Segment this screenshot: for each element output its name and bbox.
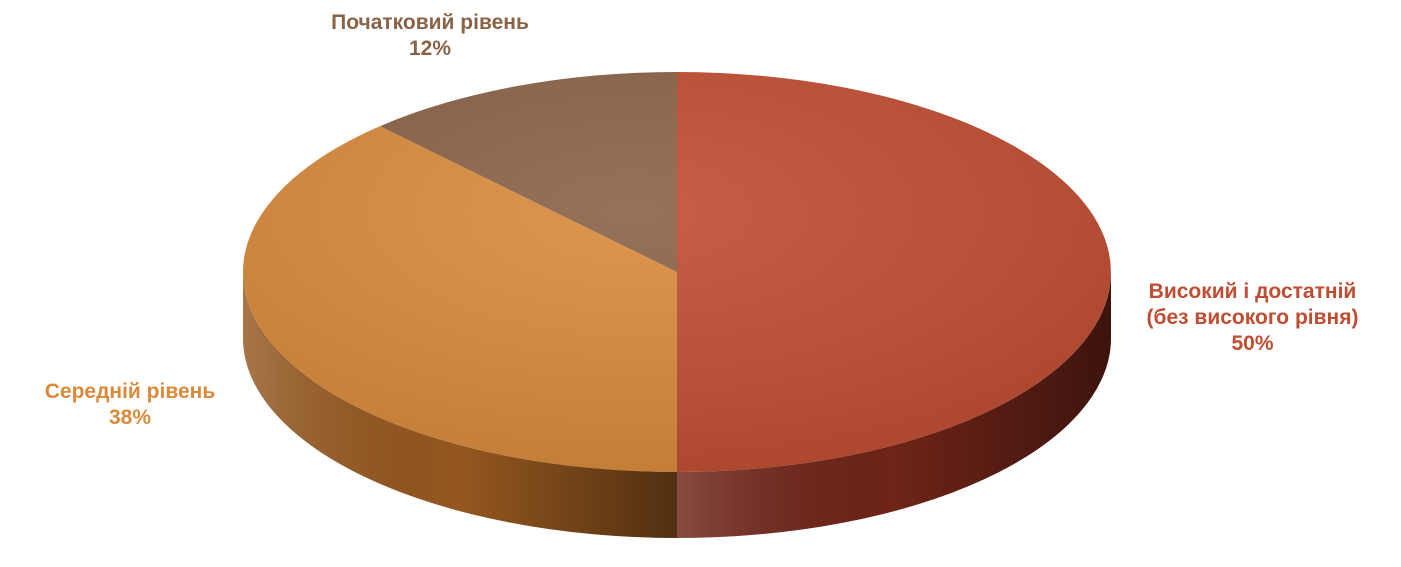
- slice-value-initial: 12%: [408, 37, 452, 60]
- slice-value-medium: 38%: [108, 406, 152, 429]
- pie-top-shading: [243, 72, 1111, 472]
- slice-label-initial: Початковий рівень 12%: [270, 10, 590, 62]
- slice-label-high-line-2: (без високого рівня): [1146, 306, 1359, 329]
- slice-value-high: 50%: [1231, 332, 1274, 355]
- slice-label-high-line-1: Високий і достатній: [1148, 280, 1357, 303]
- slice-label-medium: Середній рівень 38%: [10, 379, 250, 431]
- slice-label-initial-line-1: Початковий рівень: [331, 11, 529, 34]
- slice-side-shade-high: [677, 272, 1111, 538]
- slice-label-high: Високий і достатній (без високого рівня)…: [1110, 279, 1395, 357]
- slice-label-medium-line-1: Середній рівень: [44, 380, 216, 403]
- slice-side-shade-medium: [243, 272, 677, 538]
- pie-shading: [243, 72, 1111, 538]
